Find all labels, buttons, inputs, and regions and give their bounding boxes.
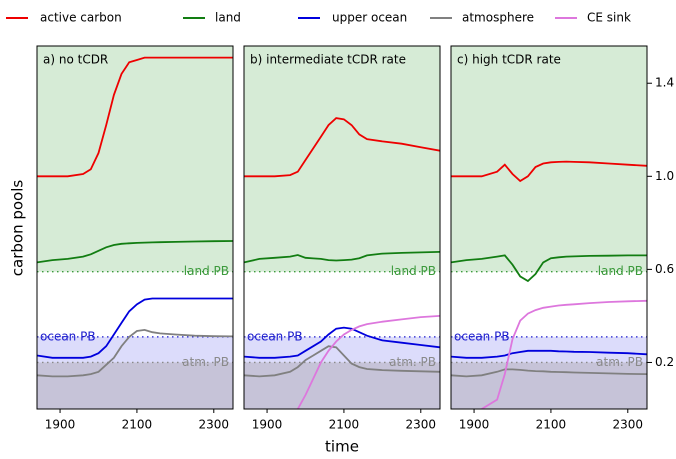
x-tick-label: 1900 <box>252 418 283 432</box>
series-line <box>244 251 440 264</box>
y-tick-label: 1.0 <box>655 169 674 183</box>
series-line <box>451 368 647 378</box>
boundary-label: atm. PB <box>389 355 436 369</box>
series-line <box>451 254 647 283</box>
legend-label: CE sink <box>587 11 631 25</box>
series-line <box>297 315 440 409</box>
series-line <box>37 328 233 378</box>
legend-label: atmosphere <box>462 11 534 25</box>
boundary-region <box>451 46 647 272</box>
x-tick-label: 2300 <box>199 418 230 432</box>
y-tick-label: 0.2 <box>655 355 674 369</box>
boundary-region <box>244 362 440 409</box>
boundary-label: atm. PB <box>182 355 229 369</box>
boundary-region <box>451 362 647 409</box>
panel-title: c) high tCDR rate <box>457 53 561 67</box>
panel-frame <box>243 45 441 410</box>
x-tick-label: 2100 <box>536 418 567 432</box>
series-line <box>37 297 233 359</box>
panel-title: a) no tCDR <box>43 53 108 67</box>
y-tick-label: 0.6 <box>655 262 674 276</box>
x-tick-label: 2300 <box>613 418 644 432</box>
legend-label: active carbon <box>40 11 122 25</box>
x-tick-label: 1900 <box>45 418 76 432</box>
series-line <box>451 160 647 183</box>
x-axis-label: time <box>325 438 359 456</box>
series-line <box>244 117 440 178</box>
boundary-label: ocean PB <box>40 329 96 343</box>
boundary-region <box>37 46 233 272</box>
series-line <box>244 326 440 359</box>
panel-frame <box>36 45 234 410</box>
boundary-label: atm. PB <box>596 355 643 369</box>
x-tick-label: 2300 <box>406 418 437 432</box>
panel-frame <box>450 45 648 410</box>
series-line <box>37 240 233 264</box>
boundary-region <box>37 362 233 409</box>
boundary-label: land PB <box>598 264 643 278</box>
y-tick-label: 1.4 <box>655 76 674 90</box>
y-axis-label: carbon pools <box>9 180 27 277</box>
legend-label: upper ocean <box>332 11 407 25</box>
x-tick-label: 2100 <box>122 418 153 432</box>
series-line <box>451 349 647 359</box>
boundary-label: land PB <box>391 264 436 278</box>
x-tick-label: 1900 <box>459 418 490 432</box>
series-line <box>37 56 233 178</box>
boundary-label: ocean PB <box>454 329 510 343</box>
series-line <box>481 299 647 409</box>
legend-label: land <box>215 11 241 25</box>
boundary-label: land PB <box>184 264 229 278</box>
x-tick-label: 2100 <box>329 418 360 432</box>
boundary-label: ocean PB <box>247 329 303 343</box>
panel-title: b) intermediate tCDR rate <box>250 53 406 67</box>
boundary-region <box>244 46 440 272</box>
